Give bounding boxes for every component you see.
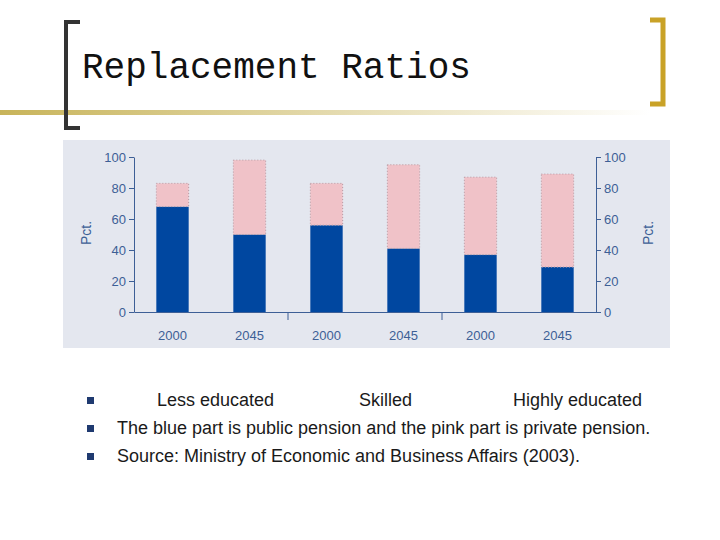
bullet-item: Less educated Skilled Highly educated (117, 388, 665, 413)
tick-mark (596, 188, 601, 189)
tick-label: 2045 (389, 328, 418, 343)
tick-label: 2000 (312, 328, 341, 343)
tick: 60 (112, 212, 134, 227)
tick-mark (596, 281, 601, 282)
bullet-item: The blue part is public pension and the … (117, 416, 665, 441)
tick: 100 (104, 150, 134, 165)
bullet-text: Source: Ministry of Economic and Busines… (117, 446, 580, 466)
bar-segment (541, 174, 573, 267)
bullet-marker (87, 453, 94, 460)
y2-axis: 0 20 40 60 80 100 (596, 150, 626, 320)
tick-label: 60 (112, 212, 126, 227)
bar-segment (156, 207, 188, 312)
tick: 20 (596, 274, 618, 289)
group-separator (288, 312, 289, 320)
tick: 100 (596, 150, 626, 165)
tick-label: 20 (112, 274, 126, 289)
bar-segment (310, 225, 342, 312)
tick: 2000 (158, 312, 187, 343)
tick: 60 (596, 212, 618, 227)
tick-label: 2000 (158, 328, 187, 343)
tick: 40 (112, 243, 134, 258)
tick: 0 (119, 305, 134, 320)
tick-label: 2045 (235, 328, 264, 343)
bullet-text: The blue part is public pension and the … (117, 418, 650, 438)
tick: 40 (596, 243, 618, 258)
bar-segment (387, 248, 419, 312)
tick-label: 80 (604, 181, 618, 196)
tick-mark (129, 281, 134, 282)
bullet-marker (87, 397, 94, 404)
tick-label: 100 (604, 150, 626, 165)
tick-mark (129, 219, 134, 220)
tick-label: 40 (112, 243, 126, 258)
tick-mark (596, 157, 601, 158)
tick-mark (596, 312, 601, 313)
bar-segment (233, 160, 265, 234)
tick: 2045 (389, 312, 418, 343)
y2-axis-title: Pct. (640, 221, 656, 245)
x-axis: 2000 2045 2000 2045 2000 2045 (135, 312, 597, 343)
title-rule (0, 110, 650, 115)
right-bracket (650, 20, 663, 104)
tick: 2000 (466, 312, 495, 343)
bullet-marker (87, 425, 94, 432)
tick-label: 80 (112, 181, 126, 196)
tick-label: 0 (119, 305, 126, 320)
tick: 0 (596, 305, 611, 320)
bullet-item: Source: Ministry of Economic and Busines… (117, 444, 665, 469)
y-axis: 0 20 40 60 80 100 (104, 150, 134, 320)
tick: 80 (596, 181, 618, 196)
y-axis-title: Pct. (78, 221, 94, 245)
group-separator (442, 312, 443, 320)
group-label: Highly educated (513, 388, 642, 413)
tick-label: 20 (604, 274, 618, 289)
axis-line (596, 158, 597, 313)
tick-mark (129, 157, 134, 158)
tick: 80 (112, 181, 134, 196)
left-bracket (66, 22, 80, 128)
bar-segment (387, 165, 419, 249)
bar-segment (310, 183, 342, 225)
bar-segment (464, 255, 496, 312)
tick-mark (596, 250, 601, 251)
tick-label: 100 (104, 150, 126, 165)
tick-label: 40 (604, 243, 618, 258)
tick: 2045 (543, 312, 572, 343)
group-label: Less educated (157, 388, 274, 413)
tick-mark (129, 312, 134, 313)
tick-label: 0 (604, 305, 611, 320)
slide-title: Replacement Ratios (82, 48, 471, 89)
tick-mark (129, 188, 134, 189)
tick: 2000 (312, 312, 341, 343)
tick-label: 2000 (466, 328, 495, 343)
tick: 20 (112, 274, 134, 289)
chart-panel (63, 140, 670, 348)
tick: 2045 (235, 312, 264, 343)
axis-line (135, 312, 597, 313)
bar-segment (541, 267, 573, 312)
tick-label: 2045 (543, 328, 572, 343)
group-label: Skilled (359, 388, 412, 413)
tick-label: 60 (604, 212, 618, 227)
tick-mark (596, 219, 601, 220)
tick-mark (129, 250, 134, 251)
bar-segment (156, 183, 188, 206)
plot-area (156, 160, 573, 312)
bar-segment (464, 177, 496, 255)
bullet-list: Less educated Skilled Highly educated The b… (117, 388, 665, 472)
axis-line (134, 158, 135, 313)
bar-segment (233, 235, 265, 313)
